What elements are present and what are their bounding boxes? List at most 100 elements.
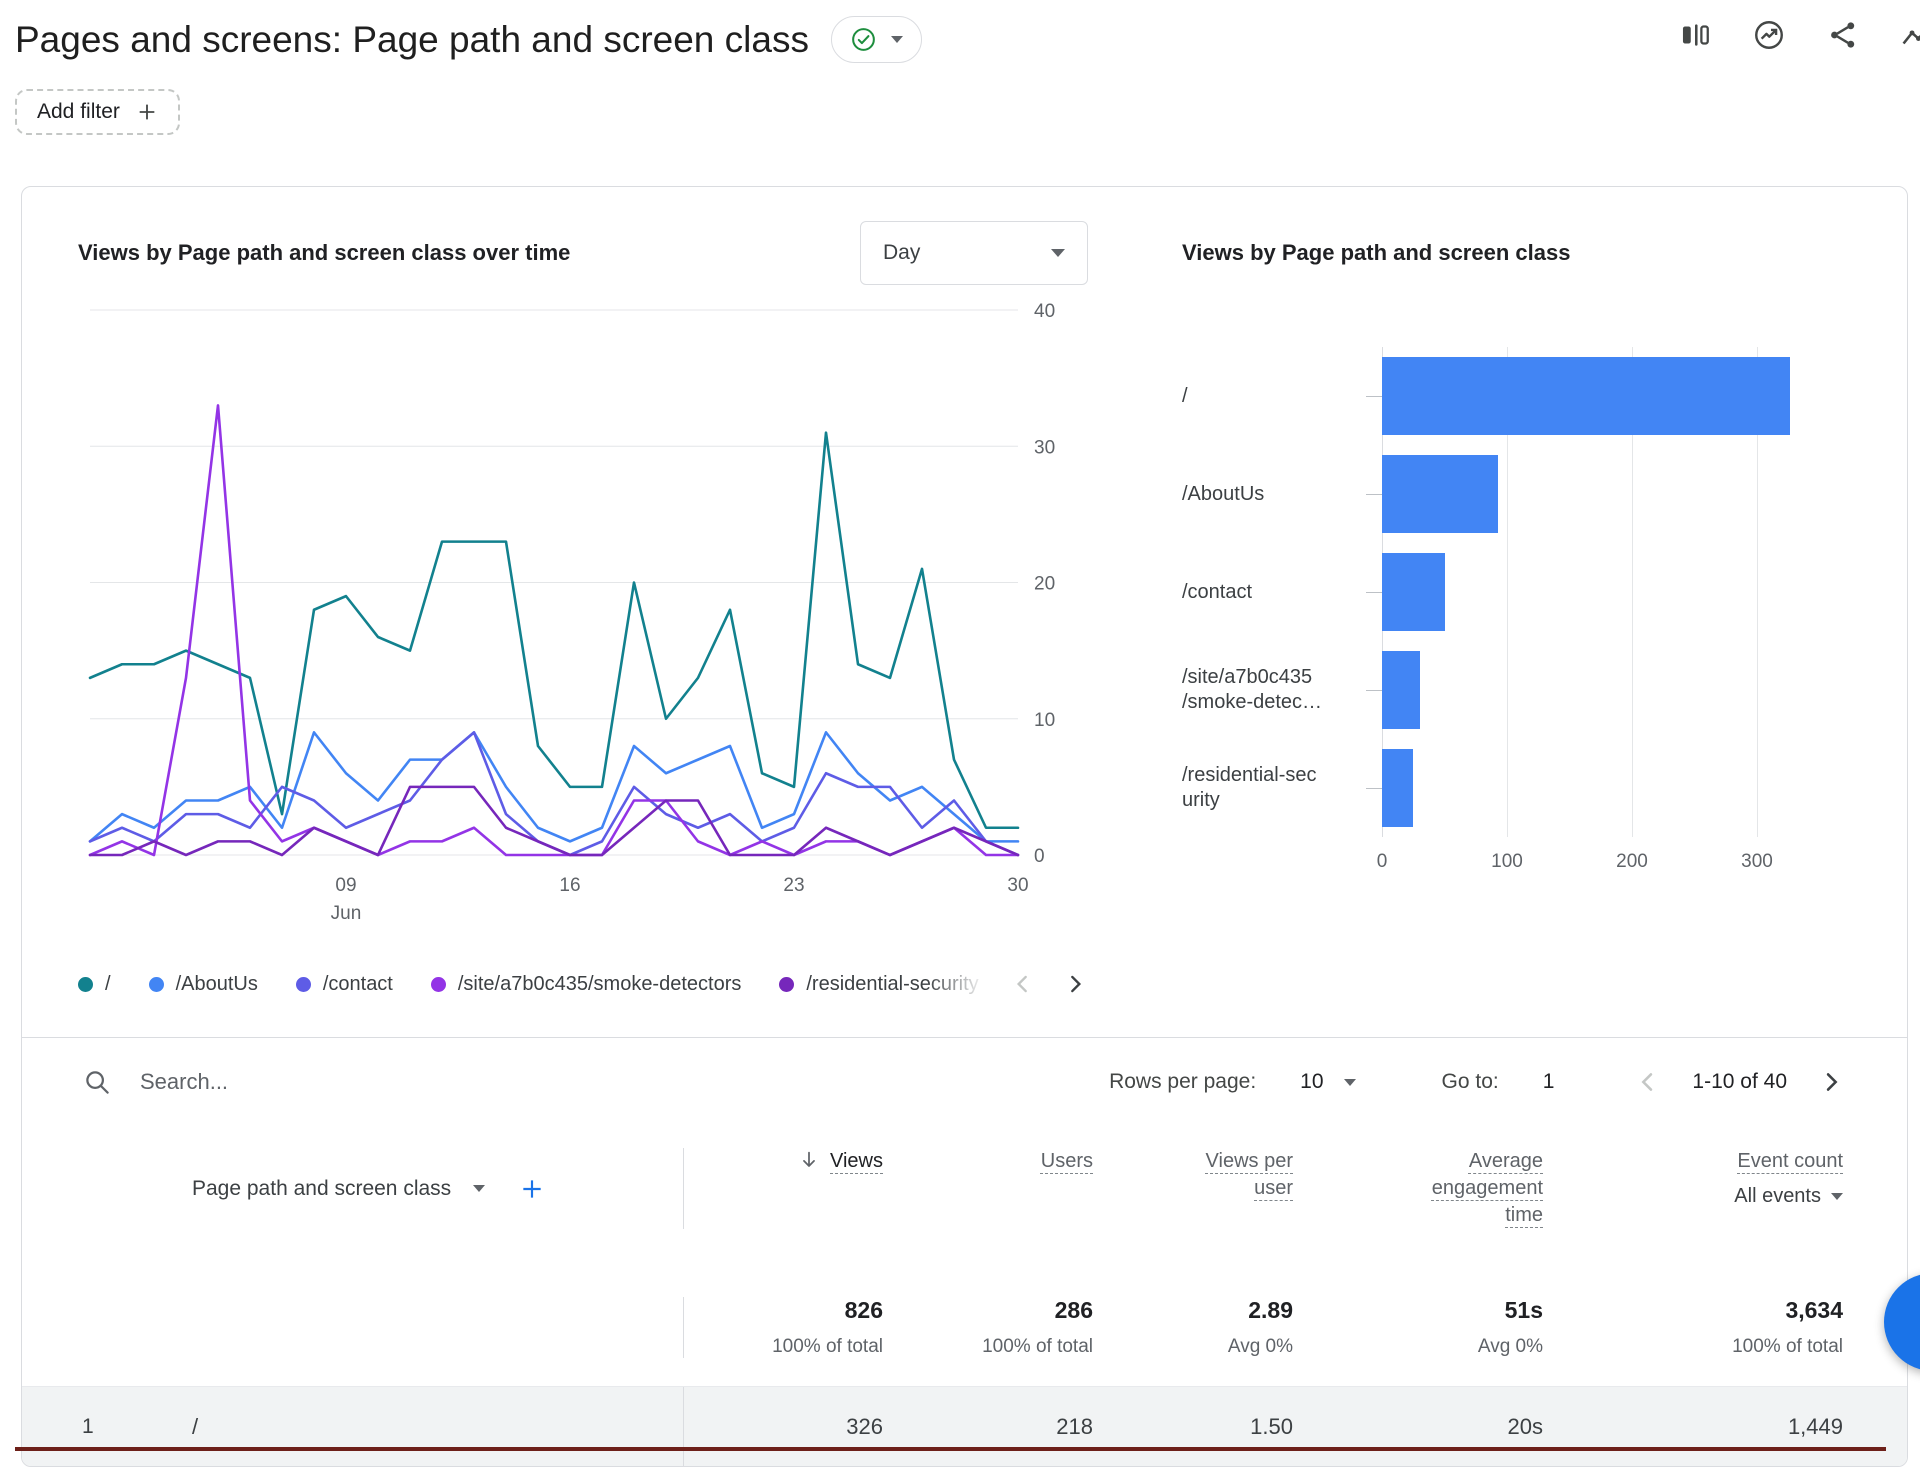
bar-chart-section: Views by Page path and screen class //Ab… xyxy=(1182,217,1908,1003)
totals-avg-engagement-time: 51s Avg 0% xyxy=(1293,1297,1543,1358)
table-body: 1/3262181.5020s1,449 xyxy=(22,1386,1907,1466)
chevron-left-icon[interactable] xyxy=(1010,971,1036,997)
row-metric-avg_engagement_time: 20s xyxy=(1293,1414,1543,1440)
goto-label: Go to: xyxy=(1442,1070,1499,1094)
svg-text:16: 16 xyxy=(559,875,580,896)
legend-item[interactable]: /site/a7b0c435/smoke-detectors xyxy=(431,973,742,996)
svg-text:20: 20 xyxy=(1034,574,1055,595)
svg-text:30: 30 xyxy=(1034,437,1055,458)
plus-icon[interactable] xyxy=(519,1176,545,1202)
page-title: Pages and screens: Page path and screen … xyxy=(15,19,809,61)
bar xyxy=(1382,357,1790,435)
legend-label: / xyxy=(105,973,111,996)
bar-axis-tick-label: 300 xyxy=(1741,851,1773,873)
report-status-pill[interactable] xyxy=(831,16,922,63)
chevron-left-icon[interactable] xyxy=(1634,1068,1662,1096)
svg-text:30: 30 xyxy=(1007,875,1028,896)
explore-line-icon[interactable] xyxy=(1900,18,1920,52)
caret-down-icon xyxy=(1831,1193,1843,1200)
row-metric-views_per_user: 1.50 xyxy=(1093,1414,1293,1440)
interval-select-value: Day xyxy=(883,241,920,265)
report-card: Views by Page path and screen class over… xyxy=(21,186,1908,1467)
interval-select[interactable]: Day xyxy=(860,221,1088,285)
arrow-down-icon xyxy=(798,1149,820,1171)
bar-category-label: /site/a7b0c435 /smoke-detec… xyxy=(1182,641,1382,739)
column-header-users[interactable]: Users xyxy=(883,1148,1093,1229)
chevron-right-icon[interactable] xyxy=(1817,1068,1845,1096)
legend-label: /site/a7b0c435/smoke-detectors xyxy=(458,973,742,996)
legend-dot xyxy=(431,977,446,992)
line-chart-title: Views by Page path and screen class over… xyxy=(78,240,570,266)
column-header-views-per-user[interactable]: Views per user xyxy=(1093,1148,1293,1229)
legend: / /AboutUs/contact/site/a7b0c435/smoke-de… xyxy=(78,965,1088,1003)
title-row: Pages and screens: Page path and screen … xyxy=(0,0,1920,63)
totals-dimension-cell xyxy=(82,1297,683,1358)
check-circle-icon xyxy=(850,26,877,53)
legend-dot xyxy=(78,977,93,992)
legend-item[interactable]: /AboutUs xyxy=(149,973,258,996)
search-input[interactable] xyxy=(140,1069,1109,1095)
bar-axis-tick-label: 200 xyxy=(1616,851,1648,873)
legend-label: /residential-security xyxy=(806,973,978,996)
insights-circle-icon[interactable] xyxy=(1752,18,1786,52)
legend-item[interactable]: / xyxy=(78,973,111,996)
bar xyxy=(1382,455,1498,533)
legend-item[interactable]: /residential-security xyxy=(779,973,978,996)
table-header-row: Page path and screen class Views Users V… xyxy=(22,1126,1907,1279)
share-icon[interactable] xyxy=(1826,18,1860,52)
legend-item[interactable]: /contact xyxy=(296,973,393,996)
legend-items: / /AboutUs/contact/site/a7b0c435/smoke-de… xyxy=(78,973,996,996)
totals-views: 826 100% of total xyxy=(703,1297,883,1358)
table-totals-row: 826 100% of total 286 100% of total 2.89… xyxy=(22,1279,1907,1386)
bar-row xyxy=(1382,641,1908,739)
rows-per-page-value[interactable]: 10 xyxy=(1300,1070,1323,1094)
line-chart-svg: 01020304009Jun162330 xyxy=(78,289,1088,934)
rows-per-page-label: Rows per page: xyxy=(1109,1070,1256,1094)
svg-text:Jun: Jun xyxy=(331,903,362,924)
legend-dot xyxy=(779,977,794,992)
dimension-header[interactable]: Page path and screen class xyxy=(82,1148,683,1229)
column-header-event-count[interactable]: Event count All events xyxy=(1543,1148,1843,1229)
svg-text:23: 23 xyxy=(783,875,804,896)
bar-category-label: /residential-sec urity xyxy=(1182,739,1382,837)
add-filter-button[interactable]: Add filter xyxy=(15,89,180,135)
svg-text:40: 40 xyxy=(1034,301,1055,322)
caret-down-icon xyxy=(891,36,903,43)
caret-down-icon[interactable] xyxy=(473,1185,485,1192)
bar-axis-tick-label: 0 xyxy=(1377,851,1388,873)
legend-label: /AboutUs xyxy=(176,973,258,996)
bar-row xyxy=(1382,739,1908,837)
chevron-right-icon[interactable] xyxy=(1062,971,1088,997)
row-metric-event_count: 1,449 xyxy=(1543,1414,1843,1440)
row-metric-users: 218 xyxy=(883,1414,1093,1440)
caret-down-icon[interactable] xyxy=(1344,1079,1356,1086)
bar-category-label: /AboutUs xyxy=(1182,445,1382,543)
screenshot-edge-artifact xyxy=(15,1447,1886,1451)
event-count-selector[interactable]: All events xyxy=(1543,1185,1843,1208)
bar-plot: 0100200300 xyxy=(1382,347,1908,837)
table-toolbar: Rows per page: 10 Go to: 1 1-10 of 40 xyxy=(22,1038,1907,1126)
header-actions xyxy=(1678,18,1920,52)
column-header-avg-engagement-time[interactable]: Average engagement time xyxy=(1293,1148,1543,1229)
svg-text:09: 09 xyxy=(335,875,356,896)
goto-value[interactable]: 1 xyxy=(1543,1070,1555,1094)
line-chart-section: Views by Page path and screen class over… xyxy=(78,217,1088,1003)
column-header-views[interactable]: Views xyxy=(703,1148,883,1229)
table-row[interactable]: 1/3262181.5020s1,449 xyxy=(22,1386,1907,1466)
bar-chart: //AboutUs/contact/site/a7b0c435 /smoke-d… xyxy=(1182,347,1908,837)
add-filter-label: Add filter xyxy=(37,100,120,124)
bar-axis-tick-label: 100 xyxy=(1491,851,1523,873)
pagination-range: 1-10 of 40 xyxy=(1692,1070,1787,1094)
dimension-header-label: Page path and screen class xyxy=(192,1177,451,1201)
charts-row: Views by Page path and screen class over… xyxy=(22,187,1907,1003)
bar-category-label: / xyxy=(1182,347,1382,445)
legend-dot xyxy=(296,977,311,992)
svg-text:10: 10 xyxy=(1034,710,1055,731)
row-metric-views: 326 xyxy=(703,1414,883,1440)
bar-labels: //AboutUs/contact/site/a7b0c435 /smoke-d… xyxy=(1182,347,1382,837)
totals-views-per-user: 2.89 Avg 0% xyxy=(1093,1297,1293,1358)
pagination: 1-10 of 40 xyxy=(1634,1068,1845,1096)
bar-columns-icon[interactable] xyxy=(1678,18,1712,52)
search-icon xyxy=(82,1067,112,1097)
legend-nav xyxy=(1010,971,1088,997)
